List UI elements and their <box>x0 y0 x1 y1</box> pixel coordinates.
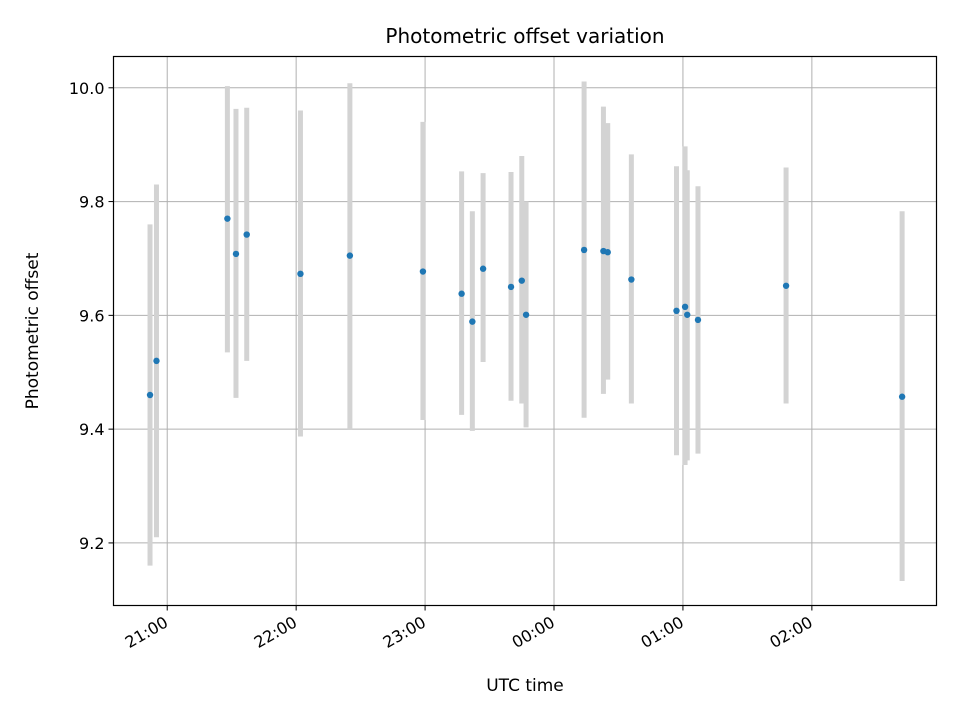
data-point <box>232 250 240 258</box>
data-point <box>684 311 691 318</box>
data-point <box>458 290 465 297</box>
y-tick-label: 9.8 <box>79 193 104 212</box>
data-point <box>224 215 231 222</box>
data-point <box>604 249 611 256</box>
data-point <box>898 393 906 400</box>
data-point <box>522 311 530 318</box>
y-axis-title: Photometric offset <box>23 252 43 409</box>
data-point <box>146 391 154 399</box>
data-point <box>628 276 635 283</box>
data-point <box>673 307 680 315</box>
data-point <box>507 283 515 291</box>
y-tick-label: 9.2 <box>79 534 104 553</box>
data-point <box>297 270 304 278</box>
chart-title: Photometric offset variation <box>385 24 664 48</box>
x-axis-title: UTC time <box>486 676 564 696</box>
data-points <box>146 215 906 400</box>
y-tick-label: 10.0 <box>69 79 105 98</box>
data-point <box>580 246 588 254</box>
data-point <box>479 265 487 272</box>
y-axis-ticks: 9.2 9.4 9.6 9.8 10.0 <box>69 79 114 553</box>
data-point <box>153 357 160 365</box>
data-point <box>694 316 702 324</box>
y-tick-label: 9.6 <box>79 306 104 325</box>
data-point <box>419 268 427 275</box>
data-point <box>469 318 476 325</box>
data-point <box>346 252 354 259</box>
data-point <box>243 231 250 238</box>
plot-frame <box>112 55 938 607</box>
data-point <box>518 277 525 284</box>
data-point <box>782 282 790 289</box>
data-point <box>681 303 689 311</box>
y-tick-label: 9.4 <box>79 420 104 439</box>
